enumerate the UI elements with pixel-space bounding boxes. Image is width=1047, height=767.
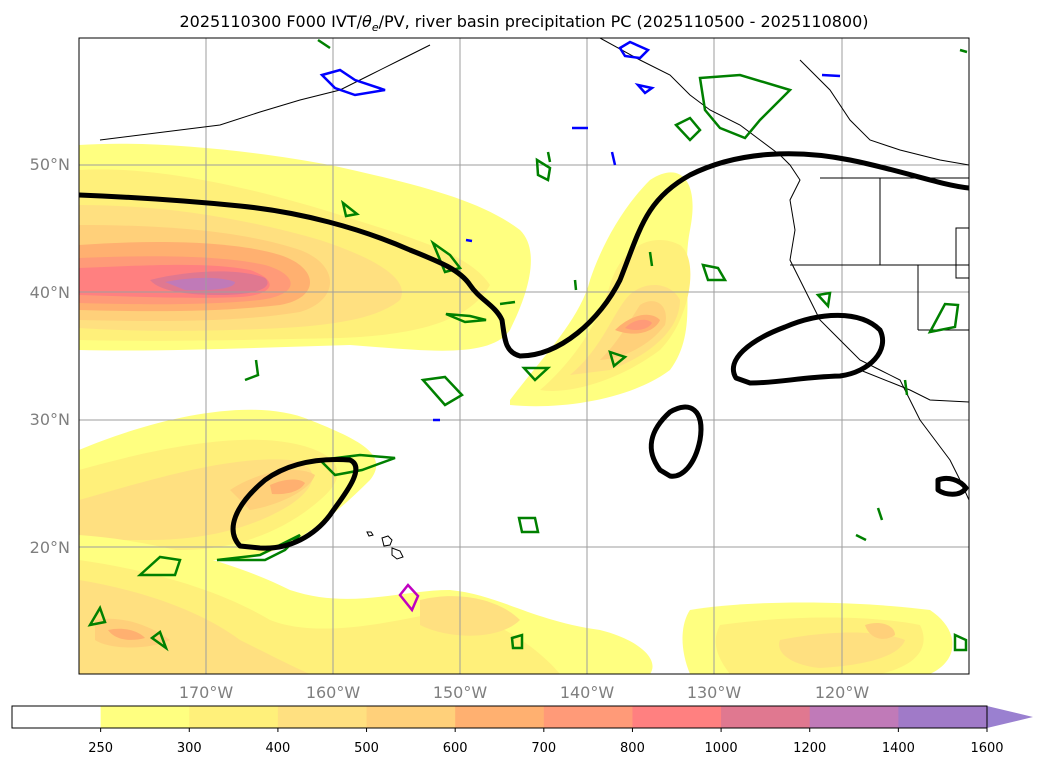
figure-title: 2025110300 F000 IVT/θe/PV, river basin p…: [179, 12, 868, 34]
colorbar-swatch: [809, 706, 899, 728]
colorbar-swatch: [366, 706, 456, 728]
lon-label-120w: 120°W: [815, 683, 870, 702]
colorbar-tick-label: 800: [620, 741, 645, 756]
map-gridlines: [79, 38, 969, 674]
lat-label-20: 20°N: [30, 538, 70, 557]
title-suffix: /PV, river basin precipitation PC (20251…: [379, 12, 869, 31]
map-frame: [78, 37, 970, 675]
lon-label-150w: 150°W: [433, 683, 488, 702]
lon-label-160w: 160°W: [306, 683, 361, 702]
colorbar-tick-label: 250: [88, 741, 113, 756]
coastlines: [99, 38, 969, 560]
lon-label-130w: 130°W: [687, 683, 742, 702]
lon-label-170w: 170°W: [179, 683, 234, 702]
blue-contours: [319, 40, 841, 422]
ivt-shading-south: [79, 535, 953, 674]
colorbar-tick-label: 500: [354, 741, 379, 756]
lon-label-140w: 140°W: [560, 683, 615, 702]
colorbar-tick-label: 1600: [970, 741, 1003, 756]
lat-label-30: 30°N: [30, 410, 70, 429]
colorbar-labels: 250 300 400 500 600 700 800 1000 1200 1400 1600: [88, 728, 1004, 756]
longitude-labels: 170°W 160°W 150°W 140°W 130°W 120°W: [179, 683, 870, 702]
colorbar-tick-label: 1200: [793, 741, 826, 756]
title-sub: e: [372, 21, 379, 34]
colorbar-swatch: [12, 706, 102, 728]
ivt-shading-east: [510, 172, 693, 407]
colorbar-tick-label: 1400: [882, 741, 915, 756]
colorbar-swatches: [12, 706, 988, 728]
title-prefix: 2025110300 F000 IVT/: [179, 12, 362, 31]
ivt-shading-southwest: [79, 409, 377, 560]
lat-label-50: 50°N: [30, 155, 70, 174]
colorbar-swatch: [277, 706, 368, 728]
colorbar: 250 300 400 500 600 700 800 1000 1200 1400 1600: [11, 705, 1033, 756]
lat-label-40: 40°N: [30, 283, 70, 302]
colorbar-swatch: [721, 706, 811, 728]
pv-contours: [79, 151, 969, 551]
colorbar-tick-label: 700: [531, 741, 556, 756]
colorbar-tick-label: 1000: [705, 741, 738, 756]
colorbar-tick-label: 400: [265, 741, 290, 756]
magenta-contours: [398, 583, 420, 613]
colorbar-frame: [11, 705, 988, 729]
colorbar-tick-label: 600: [443, 741, 468, 756]
colorbar-swatch: [632, 706, 722, 728]
latitude-labels: 50°N 40°N 30°N 20°N: [30, 155, 70, 557]
title-theta: θ: [362, 12, 372, 31]
colorbar-swatch: [100, 706, 190, 728]
map-content: [79, 38, 969, 674]
colorbar-swatch: [189, 706, 279, 728]
colorbar-tick-label: 300: [177, 741, 202, 756]
colorbar-swatch: [543, 706, 633, 728]
colorbar-swatch: [898, 706, 988, 728]
colorbar-swatch: [455, 706, 545, 728]
colorbar-extend-arrow: [987, 706, 1033, 728]
